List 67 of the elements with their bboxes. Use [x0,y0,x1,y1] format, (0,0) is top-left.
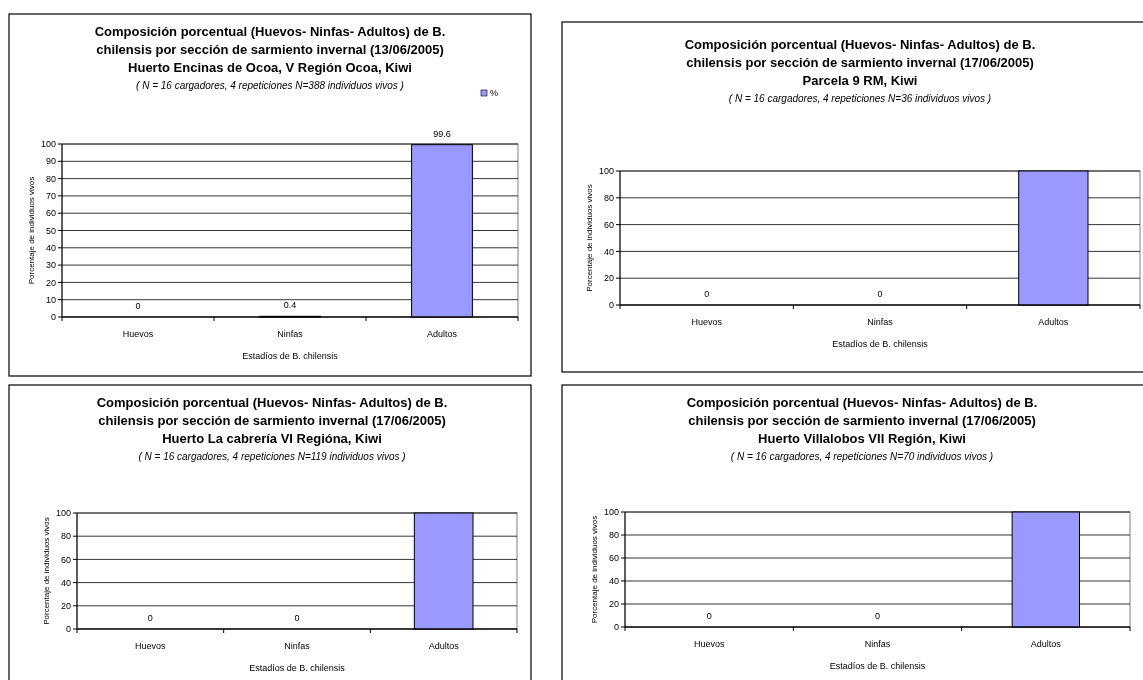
y-axis-title: Porcentaje de individuos vivos [42,517,51,625]
y-tick-label: 60 [45,208,56,219]
chart-subtitle: ( N = 16 cargadores, 4 repeticiones N=70 individuos vivos ) [730,451,994,462]
data-label: 0.4 [283,300,297,311]
y-tick-label: 0 [65,624,71,635]
y-tick-label: 0 [50,312,56,323]
chart-subtitle: ( N = 16 cargadores, 4 repeticiones N=388 individuos vivos ) [136,80,404,91]
y-tick-label: 20 [60,600,71,611]
y-tick-label: 100 [55,508,71,519]
y-tick-label: 50 [45,225,56,236]
chart-subtitle: ( N = 16 cargadores, 4 repeticiones N=36 individuos vivos ) [728,93,992,104]
data-label: 0 [704,289,710,299]
y-axis-title: Porcentaje de individuos vivos [27,176,36,285]
y-tick-label: 60 [603,219,614,230]
y-tick-label: 100 [603,507,619,518]
data-label: 0 [147,613,153,623]
y-tick-label: 20 [45,277,56,288]
chart-title: Composición porcentual (Huevos- Ninfas- Adultos) de B. chilensis por sección de sarmiento invernal (17/06/2005) Huerto La cabrería VI Regióna, Kiwi [96,395,448,446]
x-tick-label: Ninfas [277,329,304,339]
chart-subtitle: ( N = 16 cargadores, 4 repeticiones N=119 individuos vivos ) [138,451,406,462]
y-tick-label: 20 [608,599,619,610]
x-tick-label: Ninfas [284,641,311,651]
data-label: 0 [877,289,883,299]
y-tick-label: 100 [598,166,614,177]
chart-title: Composición porcentual (Huevos- Ninfas- Adultos) de B. chilensis por sección de sarmiento invernal (17/06/2005) Parcela 9 RM, Kiwi [684,37,1036,88]
data-label: 0 [706,611,712,621]
y-axis-title: Porcentaje de individuos vivos [585,184,594,292]
data-label: 0 [294,613,300,623]
y-tick-label: 80 [608,530,619,541]
y-tick-label: 40 [603,246,614,257]
x-tick-label: Huevos [693,639,725,649]
y-tick-label: 80 [45,173,56,184]
x-axis-title: Estadíos de B. chilensis [249,663,346,673]
y-tick-label: 20 [603,273,614,284]
y-tick-label: 80 [60,531,71,542]
chart-title: Composición porcentual (Huevos- Ninfas- Adultos) de B. chilensis por sección de sarmiento invernal (13/06/2005) Huerto Encinas de Ocoa, V Región Ocoa, Kiwi [94,24,446,75]
y-tick-label: 30 [45,260,56,271]
y-tick-label: 40 [608,576,619,587]
x-tick-label: Adultos [1030,639,1062,649]
y-tick-label: 100 [40,139,56,150]
x-tick-label: Huevos [122,329,154,339]
data-label: 0 [135,301,141,311]
x-axis-title: Estadíos de B. chilensis [829,661,926,671]
y-tick-label: 80 [603,192,614,203]
data-label: 99.6 [433,128,451,139]
y-tick-label: 40 [60,577,71,588]
y-tick-label: 0 [613,622,619,633]
legend-label: % [490,88,499,98]
data-label: 0 [874,611,881,621]
x-axis-title: Estadíos de B. chilensis [832,339,929,349]
y-tick-label: 0 [608,300,614,311]
y-tick-label: 40 [45,242,56,253]
y-tick-label: 70 [45,191,56,202]
y-tick-label: 90 [45,156,56,167]
y-tick-label: 60 [608,553,619,564]
y-tick-label: 60 [60,554,71,565]
x-tick-label: Huevos [135,641,167,651]
x-tick-label: Huevos [691,317,723,327]
y-axis-title: Porcentaje de individuos vivos [590,515,599,624]
x-tick-label: Ninfas [864,639,891,649]
x-tick-label: Adultos [426,329,458,339]
x-tick-label: Adultos [1038,317,1069,327]
x-axis-title: Estadíos de B. chilensis [242,351,339,361]
chart-title: Composición porcentual (Huevos- Ninfas- Adultos) de B. chilensis por sección de sarmiento invernal (17/06/2005) Huerto Villalobos VII Región, Kiwi [686,395,1038,446]
y-tick-label: 10 [45,294,56,305]
x-tick-label: Ninfas [867,317,894,327]
x-tick-label: Adultos [428,641,460,651]
